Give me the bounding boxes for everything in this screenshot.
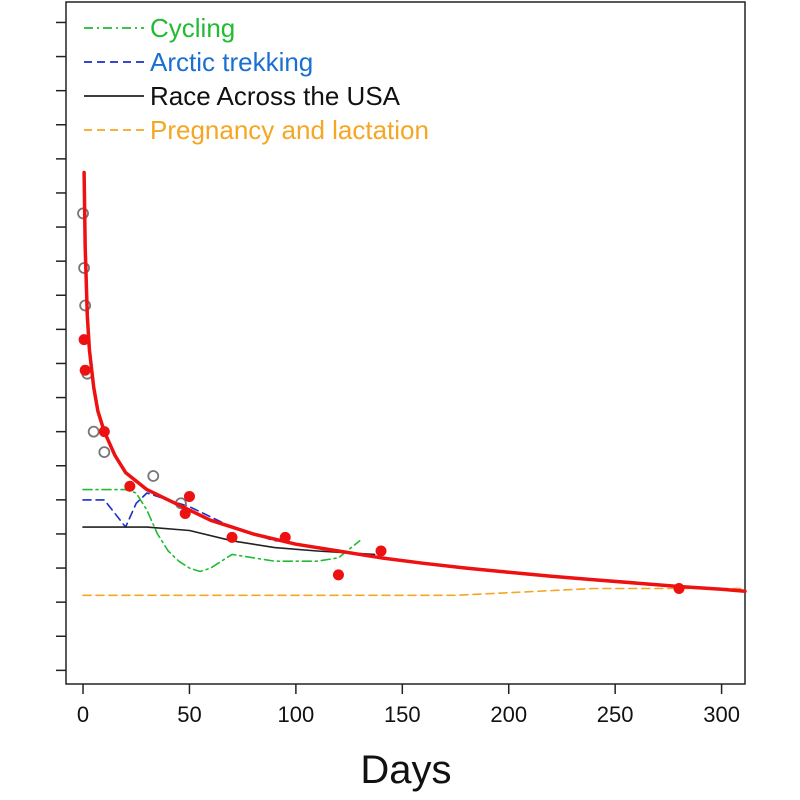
x-axis-ticks: 0 50 100 150 200 250 300	[77, 684, 740, 727]
y-axis-ticks	[56, 21, 66, 672]
fit-curve	[82, 170, 747, 593]
data-point-filled-9	[375, 545, 387, 557]
x-tick-label-1: 50	[177, 702, 201, 727]
x-tick-label-5: 250	[597, 702, 634, 727]
data-point-open-4	[87, 425, 100, 438]
legend-label-3: Pregnancy and lactation	[150, 115, 429, 145]
data-point-filled-4	[179, 508, 191, 519]
legend-label-2: Race Across the USA	[150, 81, 401, 111]
x-axis-title: Days	[360, 748, 451, 792]
x-tick-label-2: 100	[278, 702, 315, 727]
x-tick-label-3: 150	[384, 702, 421, 727]
x-tick-label-4: 200	[490, 702, 527, 727]
x-tick-label-6: 300	[703, 702, 740, 727]
data-point-filled-6	[226, 531, 238, 543]
data-point-filled-1	[79, 364, 91, 376]
data-point-filled-10	[673, 583, 685, 595]
legend-label-0: Cycling	[150, 13, 235, 43]
data-point-filled-8	[332, 569, 344, 581]
data-point-filled-0	[78, 334, 90, 346]
x-tick-label-0: 0	[77, 702, 89, 727]
legend: Cycling Arctic trekking Race Across the US…	[84, 13, 429, 145]
data-point-filled-7	[279, 531, 291, 543]
plot-frame	[65, 1, 746, 685]
points-layer	[77, 170, 747, 595]
legend-label-1: Arctic trekking	[150, 47, 313, 77]
data-point-open-6	[147, 470, 160, 482]
data-point-open-5	[98, 446, 111, 459]
data-point-filled-5	[183, 490, 195, 502]
series-line-0	[82, 488, 361, 573]
data-point-filled-3	[124, 480, 136, 492]
series-line-3	[82, 587, 746, 597]
data-point-filled-2	[98, 426, 110, 438]
